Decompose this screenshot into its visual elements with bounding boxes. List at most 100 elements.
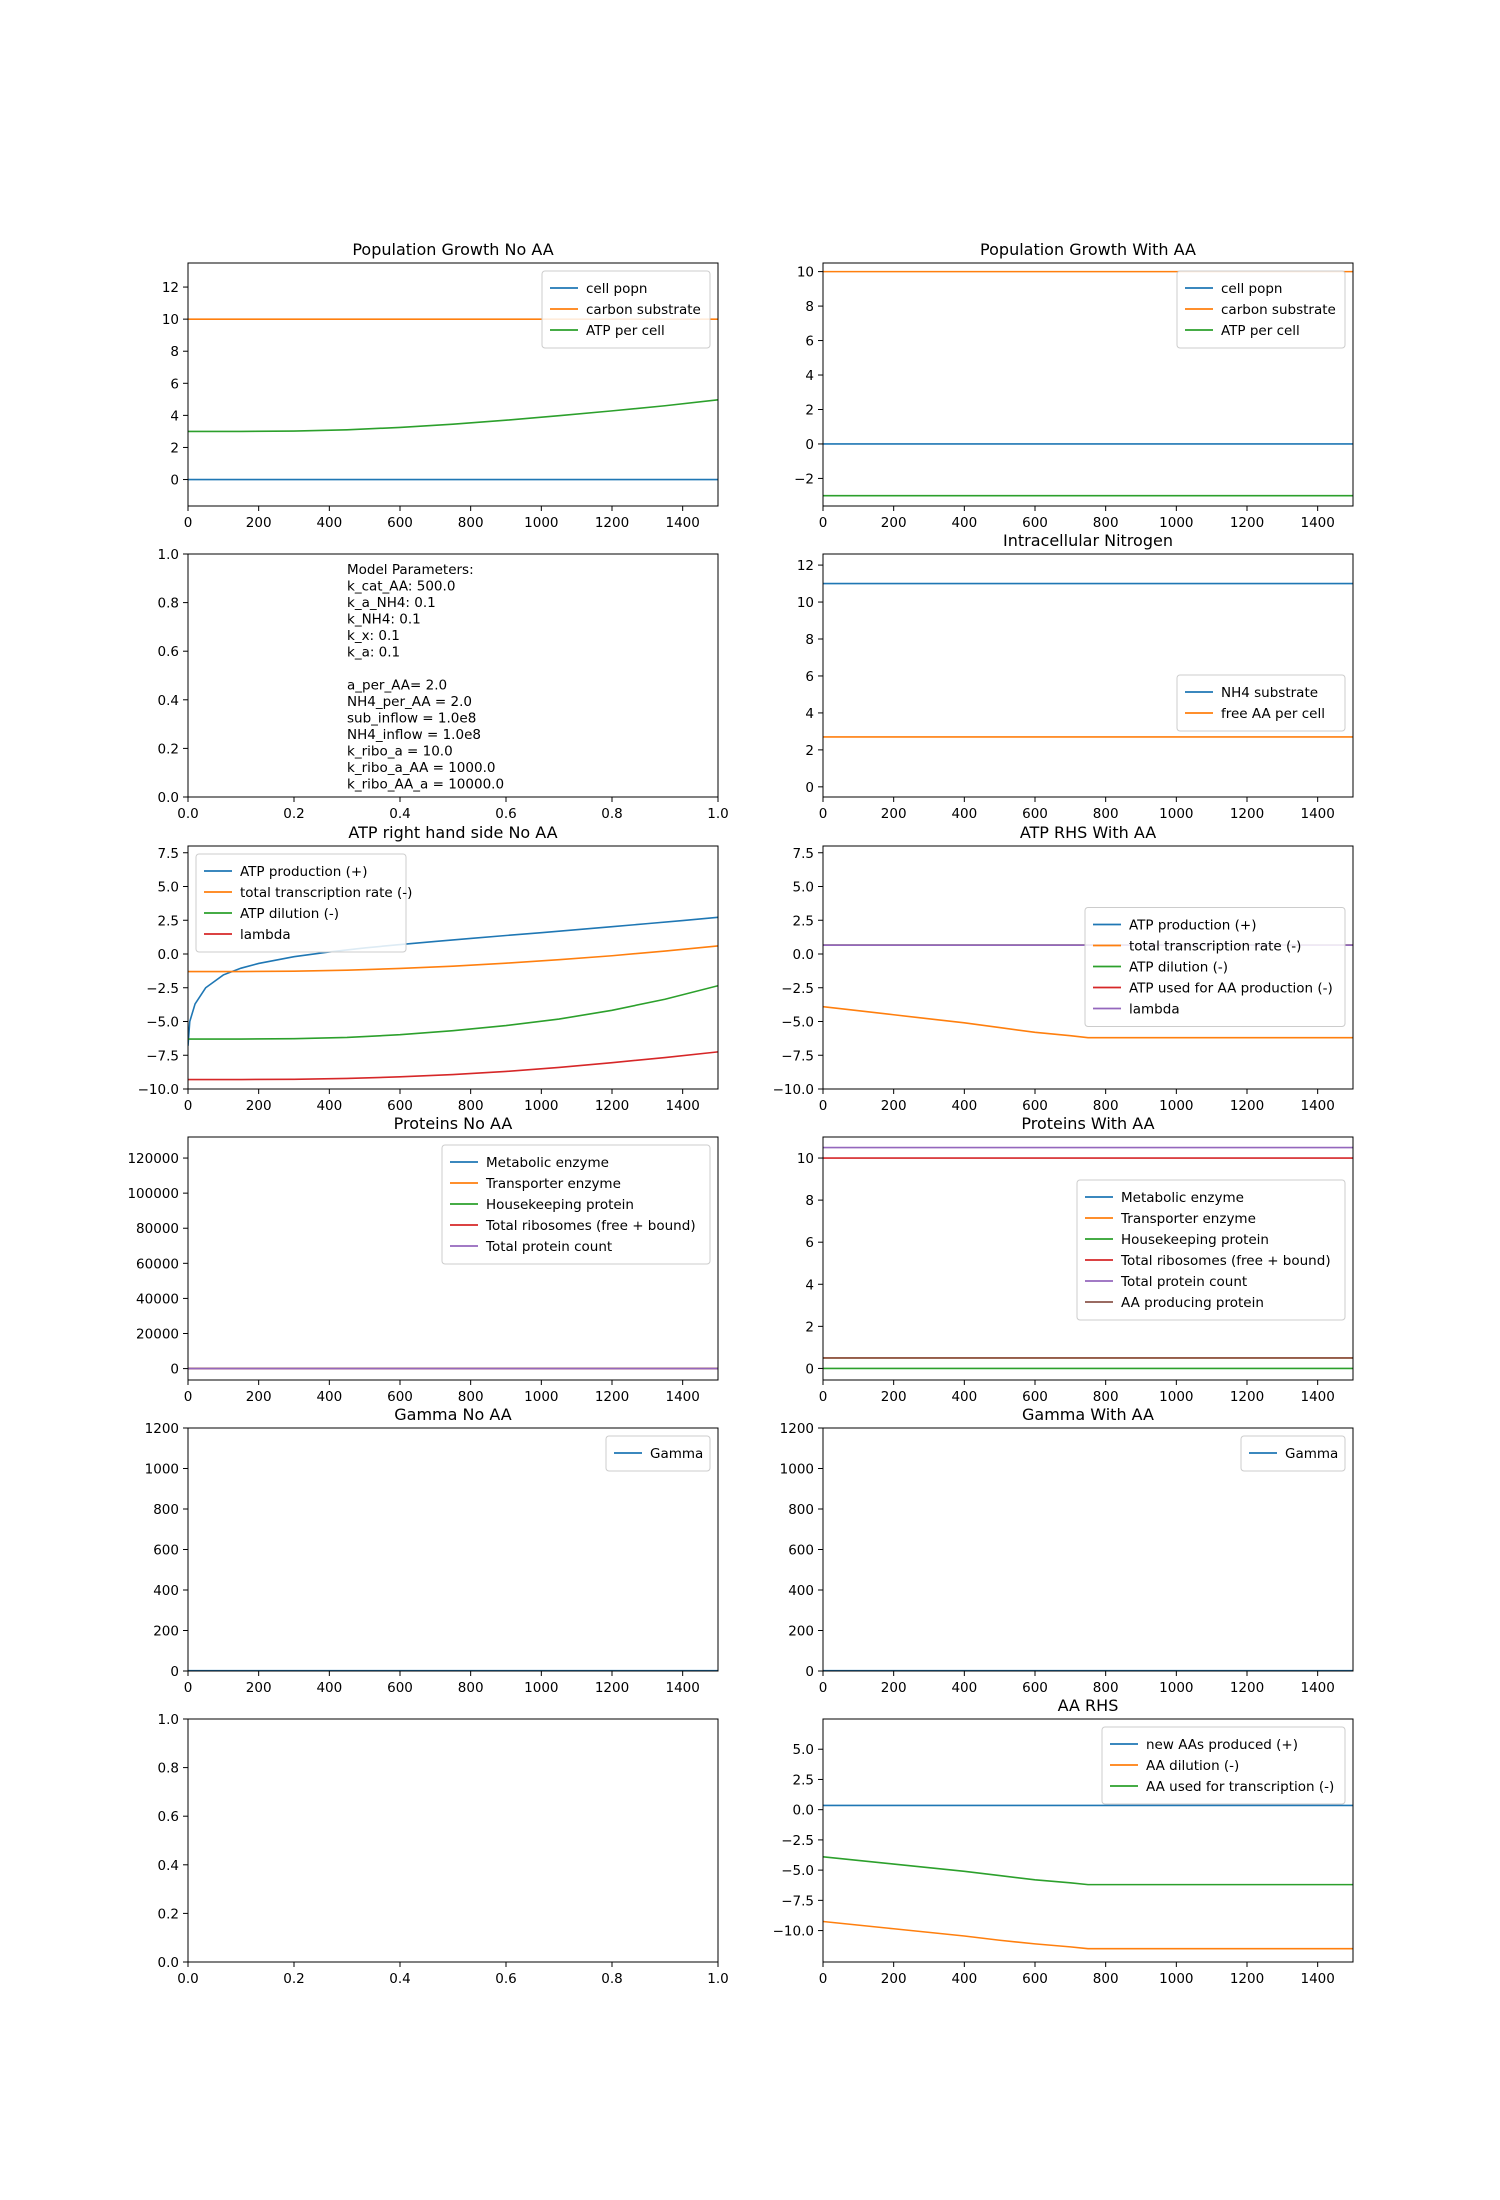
x-tick-label: 0.8 (601, 1971, 622, 1987)
y-tick-label: 0.0 (158, 947, 179, 963)
x-tick-label: 1400 (665, 1680, 699, 1696)
x-tick-label: 0 (819, 515, 828, 531)
x-tick-label: 200 (881, 1971, 907, 1987)
legend-label: NH4 substrate (1221, 685, 1318, 701)
y-tick-label: 0.4 (158, 693, 179, 709)
legend: Gamma (1240, 1435, 1346, 1472)
legend-label: Gamma (650, 1446, 703, 1462)
x-tick-label: 1200 (1230, 806, 1264, 822)
legend-label: Total protein count (485, 1239, 612, 1255)
x-tick-label: 400 (951, 1680, 977, 1696)
x-tick-label: 1200 (1230, 1389, 1264, 1405)
y-tick-label: 6 (170, 376, 179, 392)
x-tick-label: 1400 (1300, 1389, 1334, 1405)
y-tick-label: 0.0 (158, 790, 179, 806)
x-tick-label: 1000 (524, 515, 558, 531)
x-tick-label: 1400 (1300, 806, 1334, 822)
legend-box (1240, 1435, 1346, 1472)
annotation-line: k_a: 0.1 (347, 645, 400, 661)
x-tick-label: 600 (1022, 1098, 1048, 1114)
chart-atp-rhs-no-aa: 0 200 400 600 800 1000 1200 1400 −10.0 −7.5 −5.0 −2… (138, 823, 719, 1114)
x-tick-label: 0.0 (177, 806, 198, 822)
y-tick-label: 6 (805, 669, 814, 685)
x-tick-label: 800 (458, 1680, 484, 1696)
legend-box (1101, 1726, 1346, 1805)
legend-label: Housekeeping protein (1121, 1232, 1269, 1248)
x-tick-label: 0.8 (601, 806, 622, 822)
legend: ATP production (+) total transcription ra… (1084, 907, 1346, 1027)
y-tick-label: 0.2 (158, 741, 179, 757)
y-tick-label: 2 (805, 1319, 814, 1335)
y-tick-label: 5.0 (793, 880, 814, 896)
legend-label: Metabolic enzyme (1121, 1190, 1244, 1206)
y-tick-label: −7.5 (146, 1048, 179, 1064)
y-tick-label: 400 (788, 1583, 814, 1599)
x-tick-label: 1.0 (707, 1971, 728, 1987)
y-tick-label: −5.0 (146, 1015, 179, 1031)
y-tick-label: 200 (153, 1624, 179, 1640)
legend: Metabolic enzyme Transporter enzyme Housek… (441, 1144, 711, 1265)
y-tick-label: 400 (153, 1583, 179, 1599)
legend: cell popn carbon substrate ATP per cell (1176, 270, 1346, 349)
series-line-aa-dilution (823, 1920, 1353, 1950)
x-tick-label: 800 (458, 515, 484, 531)
legend-label: Total ribosomes (free + bound) (485, 1218, 696, 1234)
axes-frame (187, 845, 719, 1090)
x-tick-label: 0 (184, 1389, 193, 1405)
x-tick-label: 800 (1093, 1971, 1119, 1987)
axes-frame (822, 1718, 1354, 1963)
y-tick-label: −2 (794, 471, 814, 487)
legend: new AAs produced (+) AA dilution (-) AA us… (1101, 1726, 1346, 1805)
y-tick-label: 40000 (136, 1291, 179, 1307)
legend: Gamma (605, 1435, 711, 1472)
y-tick-label: 7.5 (793, 846, 814, 862)
y-tick-label: 6 (805, 1235, 814, 1251)
legend-label: AA dilution (-) (1146, 1758, 1239, 1774)
chart-title: ATP right hand side No AA (348, 823, 557, 842)
annotation-line: k_ribo_AA_a = 10000.0 (347, 777, 504, 793)
y-tick-label: −7.5 (781, 1048, 814, 1064)
x-tick-label: 400 (316, 1680, 342, 1696)
x-tick-label: 1000 (1159, 1389, 1193, 1405)
y-tick-label: 20000 (136, 1327, 179, 1343)
chart-proteins-with-aa: 0 200 400 600 800 1000 1200 1400 0 2 4 6 8 10 Proteins… (797, 1114, 1354, 1405)
x-tick-label: 600 (1022, 1680, 1048, 1696)
legend-label: Gamma (1285, 1446, 1338, 1462)
x-tick-label: 400 (951, 1971, 977, 1987)
y-tick-label: 4 (805, 706, 814, 722)
x-tick-label: 1200 (1230, 1680, 1264, 1696)
x-tick-label: 1000 (524, 1680, 558, 1696)
legend-label: ATP used for AA production (-) (1129, 981, 1333, 997)
y-tick-label: 800 (153, 1502, 179, 1518)
x-tick-label: 400 (316, 1098, 342, 1114)
legend-label: ATP per cell (586, 323, 665, 339)
legend-label: AA producing protein (1121, 1295, 1264, 1311)
legend-box (1176, 270, 1346, 349)
x-tick-label: 200 (246, 1098, 272, 1114)
y-tick-label: 10 (797, 595, 814, 611)
x-tick-label: 0 (819, 806, 828, 822)
x-tick-label: 600 (387, 1389, 413, 1405)
x-tick-label: 1000 (524, 1389, 558, 1405)
series-line-total-transcription-rate (823, 1005, 1353, 1039)
x-tick-label: 1000 (1159, 1098, 1193, 1114)
chart-pop-no-aa: 0 200 400 600 800 1000 1200 1400 0 2 4 6 8 10 12 Popula… (162, 240, 719, 531)
y-tick-label: 0 (805, 1361, 814, 1377)
axes-frame (187, 1136, 719, 1381)
y-tick-label: 12 (797, 558, 814, 574)
chart-empty-panel: 0.0 0.2 0.4 0.6 0.8 1.0 0.0 0.2 0.4 0.6 0.8 1.0 (158, 1712, 729, 1987)
legend-label: new AAs produced (+) (1146, 1737, 1298, 1753)
x-tick-label: 400 (316, 1389, 342, 1405)
chart-aa-rhs: 0 200 400 600 800 1000 1200 1400 −10.0 −7.5 −5.0 −2… (773, 1696, 1354, 1987)
y-tick-label: 0.2 (158, 1906, 179, 1922)
y-tick-label: −7.5 (781, 1893, 814, 1909)
legend-box (1084, 907, 1346, 1027)
series-line-atp-dilution (188, 984, 718, 1040)
y-tick-label: 10 (797, 265, 814, 281)
legend: ATP production (+) total transcription ra… (195, 853, 412, 953)
legend-box (605, 1435, 711, 1472)
y-tick-label: 2 (170, 440, 179, 456)
annotation-line: NH4_per_AA = 2.0 (347, 694, 472, 710)
legend-label: carbon substrate (586, 302, 701, 318)
